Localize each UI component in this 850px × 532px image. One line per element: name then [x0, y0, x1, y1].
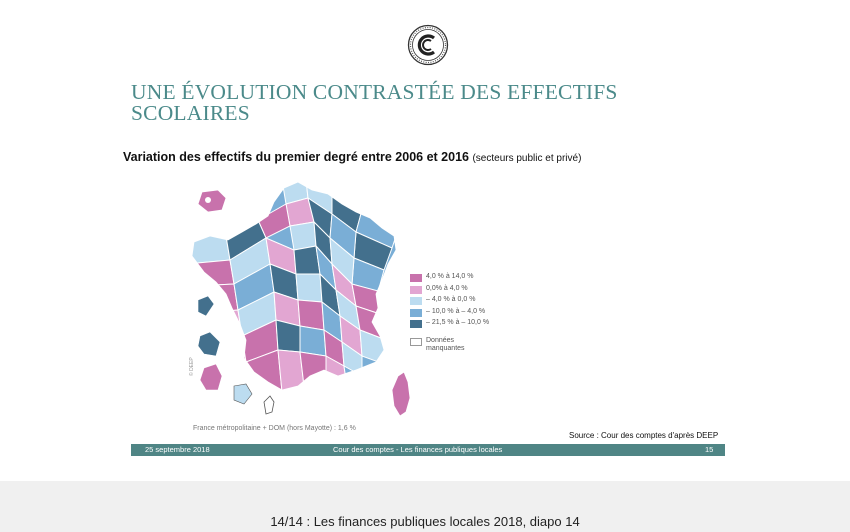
source-note: Source : Cour des comptes d'après DEEP — [569, 431, 719, 440]
footer-date: 25 septembre 2018 — [145, 445, 210, 454]
legend-label: – 10,0 % à – 4,0 % — [426, 307, 486, 315]
footer-page-number: 15 — [705, 445, 714, 454]
map-credit: © DEEP — [189, 357, 195, 376]
france-departments-map — [191, 181, 411, 417]
legend-label: – 4,0 % à 0,0 % — [426, 296, 476, 303]
slide-title: UNE ÉVOLUTION CONTRASTÉE DES EFFECTIFS S… — [131, 80, 731, 125]
legend-label: 4,0 % à 14,0 % — [426, 273, 474, 280]
map-title-paren: (secteurs public et privé) — [472, 153, 582, 164]
legend-swatch — [410, 297, 422, 305]
legend-swatch — [410, 285, 422, 294]
map-note: France métropolitaine + DOM (hors Mayott… — [193, 425, 356, 432]
slide-title-line2: SCOLAIRES — [131, 101, 250, 125]
slide-footer-bar: 25 septembre 2018 Cour des comptes - Les… — [131, 444, 725, 456]
legend-swatch — [410, 308, 422, 317]
footer-center-text: Cour des comptes - Les finances publique… — [333, 445, 503, 454]
legend-swatch — [410, 274, 422, 282]
map-title-main: Variation des effectifs du premier degré… — [123, 150, 469, 164]
legend-swatch-missing — [410, 338, 422, 346]
slide: UNE ÉVOLUTION CONTRASTÉE DES EFFECTIFS S… — [123, 24, 731, 456]
legend-label: 0,0% à 4,0 % — [426, 284, 468, 292]
cour-des-comptes-logo-icon — [407, 24, 449, 66]
caption-area: 14/14 : Les finances publiques locales 2… — [0, 481, 850, 532]
slide-caption: 14/14 : Les finances publiques locales 2… — [270, 514, 580, 529]
legend-missing-label: Données manquantes — [426, 337, 465, 352]
slide-title-line1: UNE ÉVOLUTION CONTRASTÉE DES EFFECTIFS — [131, 80, 618, 104]
legend-swatch — [410, 320, 422, 328]
map-title: Variation des effectifs du premier degré… — [123, 150, 581, 164]
legend-label: – 21,5 % à – 10,0 % — [426, 319, 490, 326]
